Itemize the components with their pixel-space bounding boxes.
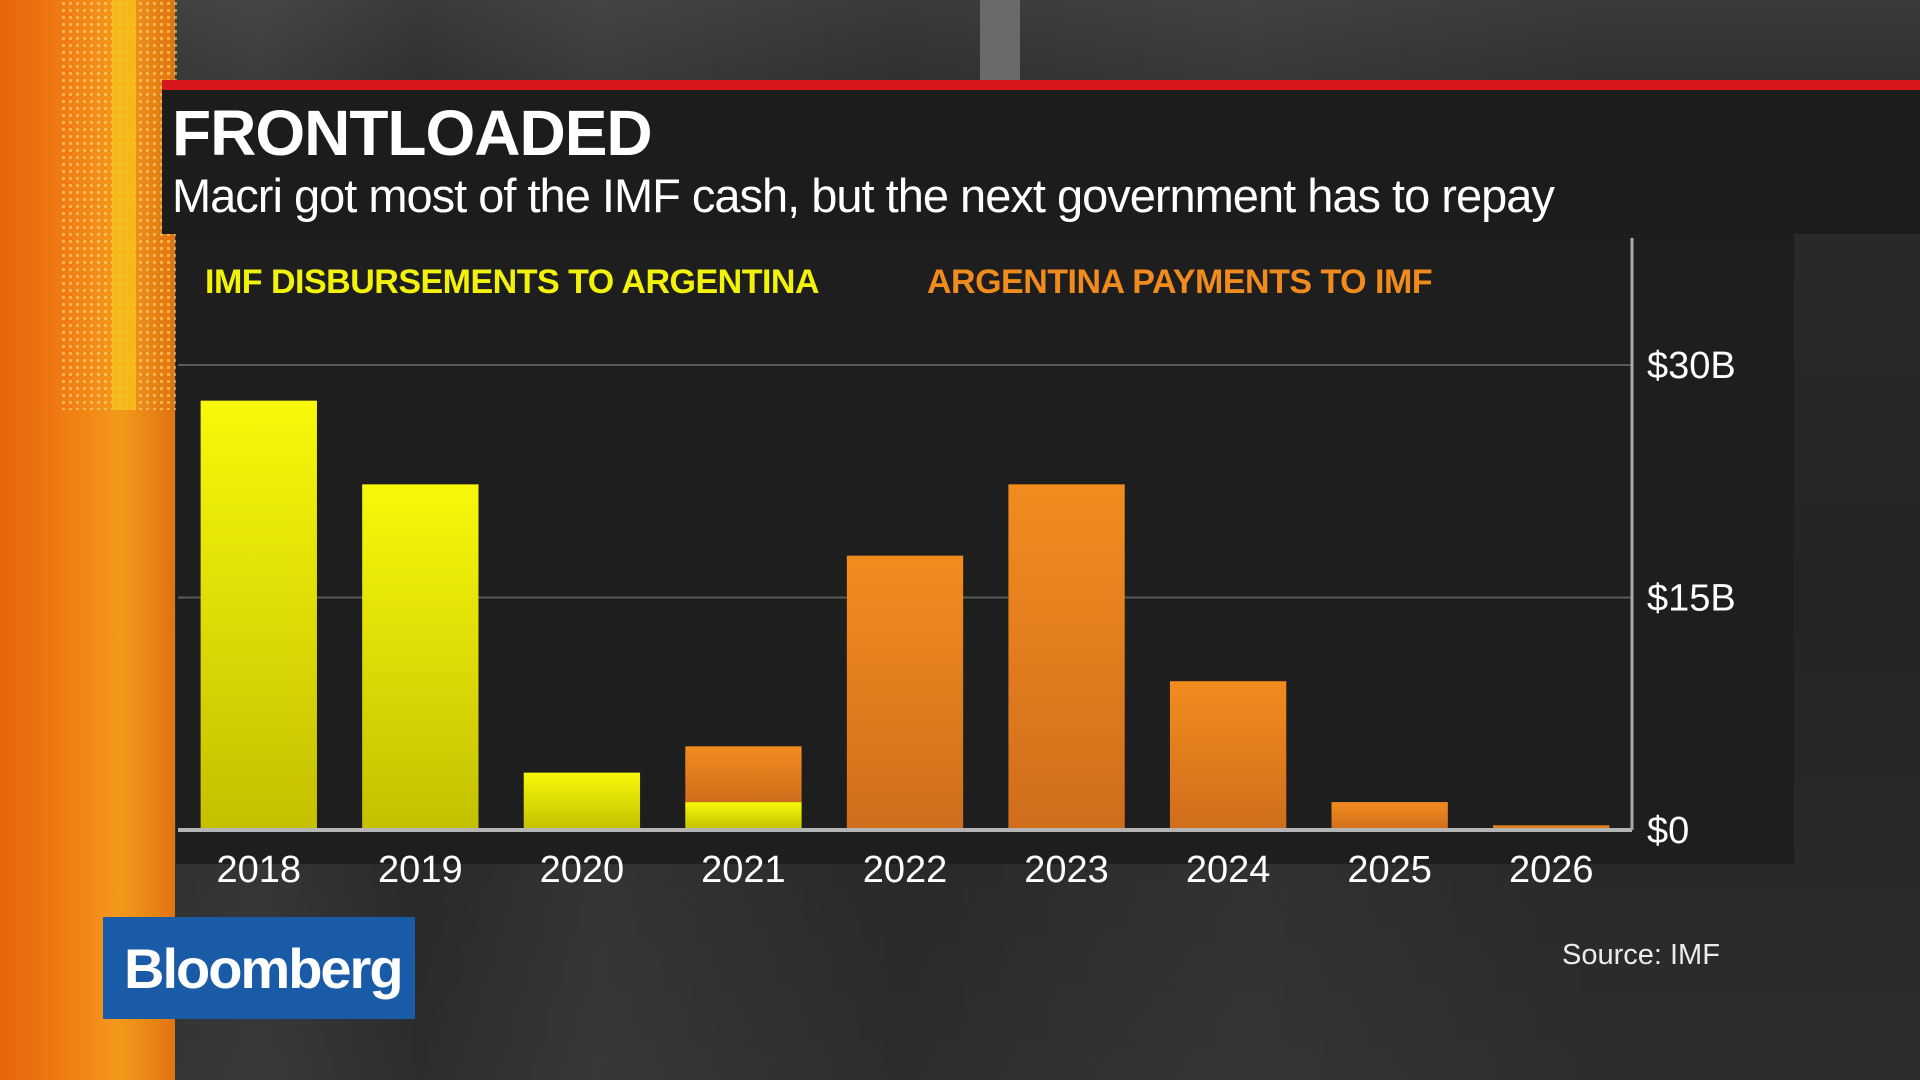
bar-disbursement (685, 802, 802, 830)
bar-payment (685, 746, 802, 803)
bloomberg-logo-text: Bloomberg (124, 937, 404, 1000)
chart-title: FRONTLOADED (172, 97, 653, 169)
x-tick-label: 2022 (863, 849, 948, 891)
y-tick-label: $30B (1647, 345, 1736, 387)
bar-payment (1331, 802, 1448, 830)
bar-payment (846, 555, 964, 830)
bloomberg-logo (103, 917, 415, 1019)
x-tick-label: 2025 (1347, 849, 1432, 891)
header-red-rule (162, 80, 1920, 90)
x-tick-label: 2021 (701, 849, 786, 891)
bar-disbursement (523, 772, 641, 830)
x-tick-label: 2020 (540, 849, 625, 891)
yellow-accent-stripe (112, 0, 136, 410)
legend-payments: ARGENTINA PAYMENTS TO IMF (927, 263, 1433, 301)
bar-payment (1493, 825, 1610, 830)
x-tick-label: 2023 (1024, 849, 1109, 891)
x-tick-label: 2019 (378, 849, 463, 891)
y-tick-label: $15B (1647, 578, 1736, 620)
background-pillar (980, 0, 1020, 90)
chart-subtitle: Macri got most of the IMF cash, but the … (172, 169, 1555, 222)
bar-disbursement (200, 400, 317, 830)
source-note: Source: IMF (1562, 939, 1720, 971)
bar-disbursement (362, 484, 479, 830)
legend-disbursements: IMF DISBURSEMENTS TO ARGENTINA (205, 263, 820, 301)
y-tick-label: $0 (1647, 810, 1689, 852)
bar-payment (1008, 484, 1125, 830)
x-tick-label: 2026 (1509, 849, 1594, 891)
x-tick-label: 2024 (1186, 849, 1271, 891)
x-tick-label: 2018 (217, 849, 302, 891)
bar-payment (1169, 681, 1287, 830)
header-panel (162, 80, 1920, 234)
